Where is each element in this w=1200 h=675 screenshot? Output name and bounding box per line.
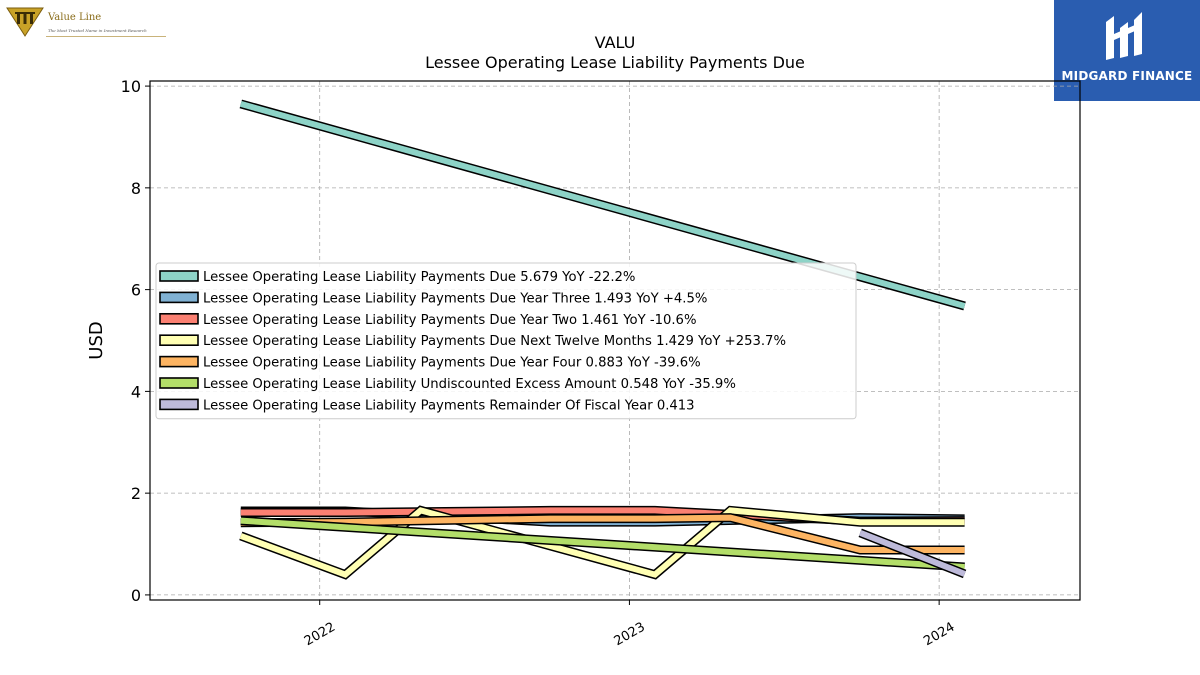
x-tick-label: 2024 xyxy=(921,620,957,650)
midgard-finance-logo: MIDGARD FINANCE xyxy=(1054,0,1200,101)
x-tick-label: 2023 xyxy=(612,620,648,650)
series-4 xyxy=(239,505,965,580)
y-tick-label: 0 xyxy=(131,586,141,605)
y-tick-label: 10 xyxy=(121,77,141,96)
plot-frame xyxy=(149,80,1081,601)
legend-swatch xyxy=(159,355,199,368)
legend: Lessee Operating Lease Liability Payment… xyxy=(155,262,857,420)
y-axis-label: USD xyxy=(86,321,107,359)
series-5 xyxy=(240,513,965,555)
legend-swatch xyxy=(159,270,199,282)
value-line-emblem-icon xyxy=(6,7,44,37)
legend-entry: Lessee Operating Lease Liability Payment… xyxy=(203,313,696,328)
value-line-tagline: The Most Trusted Name in Investment Rese… xyxy=(48,28,147,33)
y-tick-label: 4 xyxy=(131,382,141,401)
value-line-logo: Value Line The Most Trusted Name in Inve… xyxy=(6,6,176,42)
series-line xyxy=(240,517,965,570)
legend-entry: Lessee Operating Lease Liability Payment… xyxy=(203,334,786,349)
x-tick-label: 2022 xyxy=(302,620,338,650)
value-line-rule xyxy=(46,36,166,37)
legend-entry: Lessee Operating Lease Liability Payment… xyxy=(203,291,707,306)
legend-entry: Lessee Operating Lease Liability Payment… xyxy=(203,356,701,371)
y-tick-label: 6 xyxy=(131,281,141,300)
y-tick-label: 8 xyxy=(131,179,141,198)
legend-entry: Lessee Operating Lease Liability Undisco… xyxy=(203,377,736,392)
series-6 xyxy=(240,516,965,572)
series-line xyxy=(859,530,966,577)
legend-swatch xyxy=(159,334,199,347)
chart-subtitle: Lessee Operating Lease Liability Payment… xyxy=(425,53,805,72)
series-line xyxy=(240,514,965,553)
y-tick-label: 2 xyxy=(131,484,141,503)
chart-title: VALU xyxy=(595,33,636,52)
legend-entry: Lessee Operating Lease Liability Payment… xyxy=(203,398,695,413)
midgard-finance-name: MIDGARD FINANCE xyxy=(1061,69,1193,83)
legend-swatch xyxy=(159,291,199,304)
legend-swatch xyxy=(159,377,199,389)
midgard-m-icon xyxy=(1106,12,1142,60)
legend-entry: Lessee Operating Lease Liability Payment… xyxy=(203,270,635,285)
legend-box xyxy=(155,262,857,420)
series-7 xyxy=(858,528,967,579)
legend-swatch xyxy=(159,398,199,411)
value-line-name: Value Line xyxy=(48,12,102,23)
series-line xyxy=(239,507,965,579)
legend-swatch xyxy=(159,312,199,325)
